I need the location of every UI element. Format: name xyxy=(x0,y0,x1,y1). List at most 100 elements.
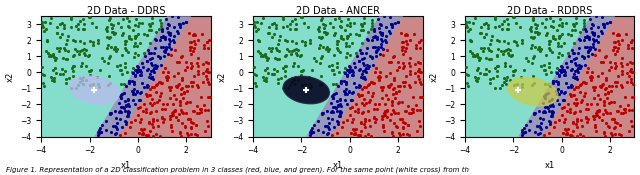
Point xyxy=(200,130,210,132)
Point xyxy=(340,93,350,96)
Point xyxy=(363,83,373,86)
Point xyxy=(552,29,562,32)
Point xyxy=(350,131,360,134)
Point xyxy=(329,92,339,95)
Point xyxy=(400,110,410,113)
Point xyxy=(119,106,129,109)
Point xyxy=(501,48,511,51)
Point xyxy=(94,131,104,134)
Point xyxy=(75,19,85,22)
Point xyxy=(461,21,471,24)
Point xyxy=(551,71,561,74)
Point xyxy=(612,49,622,52)
Point xyxy=(174,83,184,86)
Point xyxy=(547,98,557,100)
Point xyxy=(149,66,159,69)
Point xyxy=(481,67,491,70)
Point xyxy=(384,60,394,63)
Point xyxy=(537,22,547,25)
Title: 2D Data - ANCER: 2D Data - ANCER xyxy=(296,6,380,16)
Point xyxy=(100,120,111,122)
Point xyxy=(117,92,127,95)
Point xyxy=(142,69,152,72)
Point xyxy=(60,57,70,60)
Point xyxy=(129,44,139,47)
Point xyxy=(193,64,204,67)
Point xyxy=(184,46,195,48)
Point xyxy=(190,43,200,46)
Point xyxy=(378,40,388,43)
Point xyxy=(143,135,153,137)
Point xyxy=(368,64,378,66)
Point xyxy=(563,52,573,55)
Point xyxy=(367,25,378,27)
Point xyxy=(483,24,493,26)
Point xyxy=(356,122,366,125)
Point xyxy=(132,69,142,72)
Point xyxy=(548,35,558,38)
Point xyxy=(339,71,349,74)
Point xyxy=(355,23,365,25)
Point xyxy=(120,110,130,113)
Point xyxy=(381,41,392,44)
Point xyxy=(545,104,555,107)
Point xyxy=(344,70,355,73)
Point xyxy=(297,15,307,18)
Point xyxy=(602,21,612,24)
Point xyxy=(157,30,167,33)
Point xyxy=(342,74,352,76)
Point xyxy=(282,40,292,43)
Point xyxy=(377,32,387,35)
Point xyxy=(166,48,177,51)
Point xyxy=(166,115,176,118)
Point xyxy=(604,69,614,72)
Point xyxy=(490,18,500,20)
Point xyxy=(134,69,144,72)
Point xyxy=(509,70,519,72)
Point xyxy=(573,52,583,54)
Point xyxy=(415,109,426,111)
Point xyxy=(127,93,138,96)
Point xyxy=(503,51,513,54)
Point xyxy=(75,50,85,53)
Point xyxy=(271,27,282,29)
Point xyxy=(179,124,189,127)
Point xyxy=(180,69,190,72)
Point xyxy=(268,36,278,38)
Point xyxy=(146,111,156,114)
Point xyxy=(394,65,404,68)
Point xyxy=(155,19,165,22)
Point xyxy=(173,31,183,34)
Point xyxy=(381,93,391,96)
Point xyxy=(534,110,545,113)
Point xyxy=(119,82,129,85)
Point xyxy=(39,30,49,32)
Point xyxy=(344,90,355,92)
Point xyxy=(117,73,127,76)
Point xyxy=(393,20,403,23)
Point xyxy=(387,99,397,102)
Point xyxy=(189,33,200,36)
Point xyxy=(367,94,378,97)
Point xyxy=(394,90,404,93)
Point xyxy=(566,86,576,89)
Point xyxy=(260,68,271,71)
Point xyxy=(42,38,52,41)
Point xyxy=(606,101,616,103)
Point xyxy=(386,23,396,26)
Point xyxy=(249,23,259,26)
Point xyxy=(289,48,300,51)
Point xyxy=(625,74,635,77)
Point xyxy=(579,22,589,24)
Point xyxy=(370,46,380,48)
Point xyxy=(360,69,370,72)
Point xyxy=(359,104,369,107)
Point xyxy=(588,38,598,41)
Point xyxy=(395,118,405,120)
Point xyxy=(317,111,327,114)
Point xyxy=(66,25,76,28)
Point xyxy=(339,80,349,83)
Point xyxy=(101,27,111,30)
Point xyxy=(49,76,60,79)
Point xyxy=(186,100,196,103)
